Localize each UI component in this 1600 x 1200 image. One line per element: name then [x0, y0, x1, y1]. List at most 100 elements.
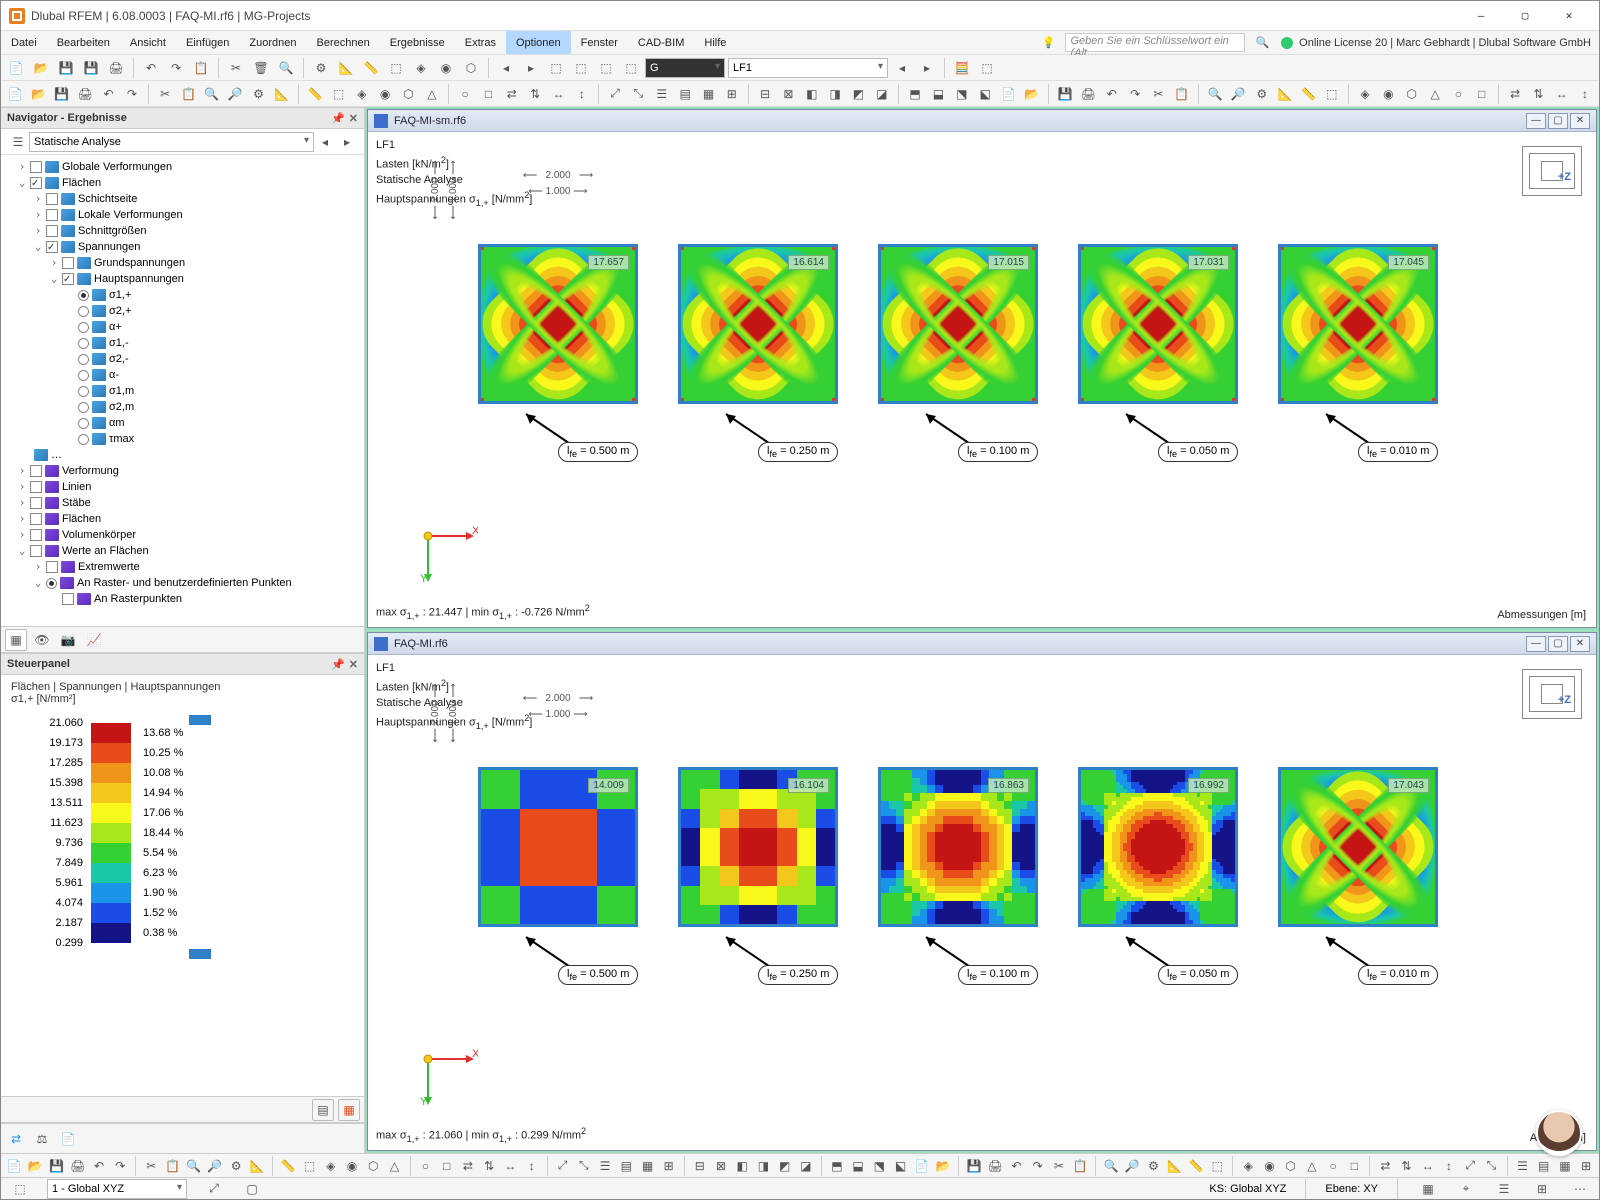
- toolbar-button[interactable]: △: [1303, 1155, 1321, 1177]
- toolbar-button[interactable]: ⬒: [828, 1155, 846, 1177]
- toolbar-button[interactable]: ⇅: [480, 1155, 498, 1177]
- toolbar-button[interactable]: ⇅: [1528, 83, 1548, 105]
- toolbar-button[interactable]: ◪: [797, 1155, 815, 1177]
- panel-close-icon[interactable]: ✕: [349, 112, 358, 125]
- toolbar-button[interactable]: ☰: [652, 83, 672, 105]
- help-icon[interactable]: 🔍: [1251, 31, 1273, 54]
- toolbar-button[interactable]: 💾: [52, 83, 72, 105]
- tab-data-icon[interactable]: ▦: [5, 629, 27, 651]
- menu-zuordnen[interactable]: Zuordnen: [239, 31, 306, 54]
- analysis-combo[interactable]: Statische Analyse: [29, 132, 314, 152]
- tab-camera-icon[interactable]: 📷: [57, 629, 79, 651]
- toolbar-button[interactable]: ⬡: [364, 1155, 382, 1177]
- toolbar-button[interactable]: 📏: [360, 57, 382, 79]
- toolbar-button[interactable]: 📏: [1187, 1155, 1205, 1177]
- toolbar-button[interactable]: ⤢: [605, 83, 625, 105]
- toolbar-button[interactable]: ⇄: [1376, 1155, 1394, 1177]
- toolbar-button[interactable]: ↷: [1029, 1155, 1047, 1177]
- toolbar-button[interactable]: 📋: [190, 57, 212, 79]
- toolbar-button[interactable]: ⇅: [1397, 1155, 1415, 1177]
- status-more-icon[interactable]: ⋯: [1569, 1178, 1591, 1200]
- toolbar-button[interactable]: ▸: [520, 57, 542, 79]
- toolbar-button[interactable]: ▦: [698, 83, 718, 105]
- toolbar-button[interactable]: 💾: [965, 1155, 983, 1177]
- toolbar-button[interactable]: ○: [1448, 83, 1468, 105]
- toolbar-button[interactable]: 🔍: [202, 83, 222, 105]
- toolbar-button[interactable]: 💾: [55, 57, 77, 79]
- toolbar-button[interactable]: ◉: [1260, 1155, 1278, 1177]
- toolbar-button[interactable]: 📄: [5, 83, 25, 105]
- status-b1[interactable]: ⤢: [203, 1178, 225, 1200]
- toolbar-button[interactable]: 🗑: [250, 57, 272, 79]
- toolbar-button[interactable]: ⬕: [891, 1155, 909, 1177]
- bottom-tab-balance-icon[interactable]: ⚖: [31, 1128, 53, 1150]
- menu-optionen[interactable]: Optionen: [506, 31, 571, 54]
- toolbar-button[interactable]: ↷: [111, 1155, 129, 1177]
- toolbar-button[interactable]: ⬓: [928, 83, 948, 105]
- toolbar-button[interactable]: ◩: [848, 83, 868, 105]
- toolbar-button[interactable]: ✂: [1148, 83, 1168, 105]
- orientation-widget[interactable]: +Z: [1522, 669, 1582, 719]
- minimize-button[interactable]: —: [1459, 2, 1503, 30]
- status-snap-icon[interactable]: ⌖: [1455, 1178, 1477, 1200]
- toolbar-button[interactable]: ↶: [140, 57, 162, 79]
- toolbar-button[interactable]: ⤡: [628, 83, 648, 105]
- toolbar-button[interactable]: ◩: [776, 1155, 794, 1177]
- toolbar-button[interactable]: ⤡: [1482, 1155, 1500, 1177]
- toolbar-button[interactable]: 🖨: [75, 83, 95, 105]
- toolbar-button[interactable]: ↷: [1125, 83, 1145, 105]
- toolbar-button[interactable]: ⇄: [502, 83, 522, 105]
- toolbar-button[interactable]: ◈: [322, 1155, 340, 1177]
- toolbar-button[interactable]: ▦: [638, 1155, 656, 1177]
- status-layers-icon[interactable]: ☰: [1493, 1178, 1515, 1200]
- toolbar-button[interactable]: □: [1345, 1155, 1363, 1177]
- toolbar-button[interactable]: ◈: [352, 83, 372, 105]
- toolbar-button[interactable]: 🔍: [275, 57, 297, 79]
- sub-min-button[interactable]: —: [1526, 113, 1546, 129]
- status-icon[interactable]: ⬚: [9, 1178, 31, 1200]
- toolbar-button[interactable]: □: [478, 83, 498, 105]
- toolbar-button[interactable]: ⊞: [1577, 1155, 1595, 1177]
- toolbar-button[interactable]: ▸: [916, 57, 938, 79]
- menu-extras[interactable]: Extras: [455, 31, 506, 54]
- keyword-search[interactable]: Geben Sie ein Schlüsselwort ein (Alt…: [1065, 33, 1245, 52]
- toolbar-button[interactable]: 📏: [1298, 83, 1318, 105]
- toolbar-button[interactable]: ▤: [1535, 1155, 1553, 1177]
- toolbar-button[interactable]: ⇄: [459, 1155, 477, 1177]
- close-button[interactable]: ✕: [1547, 2, 1591, 30]
- toolbar-button[interactable]: ◧: [802, 83, 822, 105]
- toolbar-button[interactable]: 🔍: [185, 1155, 203, 1177]
- toolbar-button[interactable]: ↔: [1419, 1155, 1437, 1177]
- toolbar-button[interactable]: ○: [1324, 1155, 1342, 1177]
- maximize-button[interactable]: ▢: [1503, 2, 1547, 30]
- toolbar-button[interactable]: ⬚: [570, 57, 592, 79]
- toolbar-button[interactable]: 🔎: [1228, 83, 1248, 105]
- toolbar-button[interactable]: 📂: [934, 1155, 952, 1177]
- toolbar-button[interactable]: 📂: [30, 57, 52, 79]
- toolbar-button[interactable]: ▦: [1556, 1155, 1574, 1177]
- status-b2[interactable]: ▢: [241, 1178, 263, 1200]
- legend-tab1-icon[interactable]: ▤: [312, 1099, 334, 1121]
- menu-bearbeiten[interactable]: Bearbeiten: [47, 31, 120, 54]
- legend-tab2-icon[interactable]: ▦: [338, 1099, 360, 1121]
- toolbar-button[interactable]: ⤢: [554, 1155, 572, 1177]
- toolbar-button[interactable]: ⚙: [248, 83, 268, 105]
- toolbar-button[interactable]: 🔎: [1123, 1155, 1141, 1177]
- bottom-tab-doc-icon[interactable]: 📄: [57, 1128, 79, 1150]
- toolbar-button[interactable]: ⬓: [849, 1155, 867, 1177]
- toolbar-button[interactable]: ↔: [1552, 83, 1572, 105]
- toolbar-button[interactable]: ✂: [155, 83, 175, 105]
- toolbar-button[interactable]: 📐: [1275, 83, 1295, 105]
- toolbar-button[interactable]: 📂: [26, 1155, 44, 1177]
- toolbar-button[interactable]: ⬚: [595, 57, 617, 79]
- toolbar-button[interactable]: ↕: [572, 83, 592, 105]
- toolbar-button[interactable]: ◧: [733, 1155, 751, 1177]
- toolbar-button[interactable]: △: [1425, 83, 1445, 105]
- panel-pin-icon[interactable]: 📌: [331, 112, 345, 125]
- toolbar-button[interactable]: ⬡: [398, 83, 418, 105]
- toolbar-button[interactable]: ⬡: [1402, 83, 1422, 105]
- nav-prev-icon[interactable]: ◂: [314, 131, 336, 153]
- toolbar-button[interactable]: 📄: [5, 1155, 23, 1177]
- toolbar-button[interactable]: 🔎: [225, 83, 245, 105]
- toolbar-button[interactable]: 🖨: [1078, 83, 1098, 105]
